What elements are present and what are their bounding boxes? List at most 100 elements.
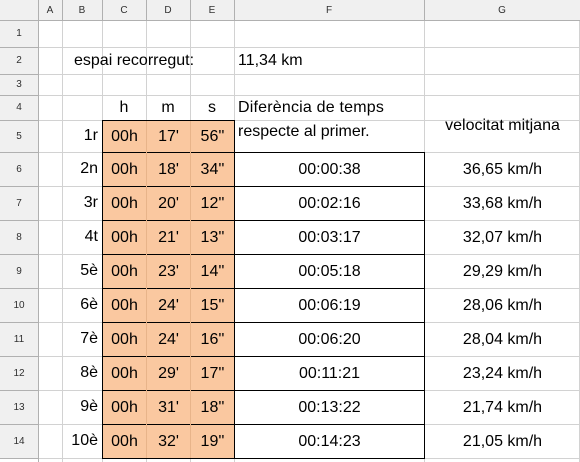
time-difference-cell[interactable]: 00:02:16 (298, 194, 361, 212)
average-speed-header[interactable]: velocitat mitjana (445, 117, 560, 134)
row-header-12[interactable]: 12 (0, 356, 38, 390)
hours-cell[interactable]: 00h (111, 432, 138, 450)
column-header-e[interactable]: E (190, 0, 234, 20)
minutes-cell[interactable]: 29' (158, 364, 179, 382)
seconds-cell[interactable]: 18'' (200, 398, 225, 416)
average-speed-cell[interactable]: 23,24 km/h (462, 364, 543, 382)
minutes-cell[interactable]: 32' (158, 432, 179, 450)
row-divider (0, 152, 38, 153)
seconds-cell[interactable]: 34'' (200, 160, 225, 178)
grid-line (102, 322, 235, 323)
hours-cell[interactable]: 00h (111, 398, 138, 416)
row-header-5[interactable]: 5 (0, 120, 38, 152)
column-divider (62, 0, 63, 20)
row-header-4[interactable]: 4 (0, 95, 38, 120)
column-header-c[interactable]: C (102, 0, 146, 20)
position-label[interactable]: 3r (83, 194, 98, 211)
time-difference-cell[interactable]: 00:06:20 (298, 330, 361, 348)
time-difference-cell[interactable]: 00:03:17 (298, 228, 361, 246)
minutes-cell[interactable]: 24' (158, 296, 179, 314)
hours-cell[interactable]: 00h (111, 262, 138, 280)
row-header-14[interactable]: 14 (0, 424, 38, 458)
distance-value[interactable]: 11,34 km (238, 52, 303, 69)
seconds-cell[interactable]: 16'' (200, 330, 225, 348)
grid-line (102, 152, 235, 153)
select-all-corner[interactable] (0, 0, 38, 20)
minutes-cell[interactable]: 31' (158, 398, 179, 416)
minutes-header[interactable]: m (161, 99, 175, 116)
row-header-7[interactable]: 7 (0, 186, 38, 220)
row-header-6[interactable]: 6 (0, 152, 38, 186)
position-label[interactable]: 4t (84, 228, 98, 245)
seconds-cell[interactable]: 56'' (200, 127, 225, 145)
row-header-8[interactable]: 8 (0, 220, 38, 254)
average-speed-cell[interactable]: 32,07 km/h (462, 228, 543, 246)
column-header-d[interactable]: D (146, 0, 190, 20)
row-header-10[interactable]: 10 (0, 288, 38, 322)
seconds-cell[interactable]: 12'' (200, 194, 225, 212)
column-header-a[interactable]: A (38, 0, 62, 20)
minutes-cell[interactable]: 24' (158, 330, 179, 348)
minutes-cell[interactable]: 18' (158, 160, 179, 178)
table-border (102, 120, 235, 121)
row-divider (0, 356, 38, 357)
row-header-13[interactable]: 13 (0, 390, 38, 424)
position-label[interactable]: 5è (80, 262, 98, 279)
row-header-9[interactable]: 9 (0, 254, 38, 288)
position-label[interactable]: 10è (71, 432, 98, 449)
seconds-cell[interactable]: 13'' (200, 228, 225, 246)
minutes-cell[interactable]: 20' (158, 194, 179, 212)
seconds-cell[interactable]: 17'' (200, 364, 225, 382)
position-label[interactable]: 1r (83, 127, 98, 144)
row-divider (0, 120, 38, 121)
grid-line (39, 74, 580, 75)
time-difference-cell[interactable]: 00:06:19 (298, 296, 361, 314)
average-speed-cell[interactable]: 36,65 km/h (462, 160, 543, 178)
column-divider (234, 0, 235, 20)
time-difference-cell[interactable]: 00:14:23 (298, 432, 361, 450)
table-border (234, 322, 425, 323)
row-header-1[interactable]: 1 (0, 20, 38, 47)
grid-line (102, 220, 235, 221)
hours-cell[interactable]: 00h (111, 127, 138, 145)
seconds-cell[interactable]: 15'' (200, 296, 225, 314)
column-header-f[interactable]: F (234, 0, 424, 20)
hours-cell[interactable]: 00h (111, 296, 138, 314)
time-difference-cell[interactable]: 00:11:21 (298, 364, 361, 382)
column-header-g[interactable]: G (424, 0, 580, 20)
time-difference-cell[interactable]: 00:13:22 (298, 398, 361, 416)
seconds-header[interactable]: s (208, 99, 216, 116)
seconds-cell[interactable]: 14'' (200, 262, 225, 280)
hours-cell[interactable]: 00h (111, 330, 138, 348)
time-difference-cell[interactable]: 00:00:38 (298, 160, 361, 178)
time-difference-cell[interactable]: 00:05:18 (298, 262, 361, 280)
seconds-cell[interactable]: 19'' (200, 432, 225, 450)
minutes-cell[interactable]: 17' (158, 127, 179, 145)
column-header-b[interactable]: B (62, 0, 102, 20)
position-label[interactable]: 9è (80, 398, 98, 415)
hours-cell[interactable]: 00h (111, 194, 138, 212)
average-speed-cell[interactable]: 28,04 km/h (462, 330, 543, 348)
average-speed-cell[interactable]: 28,06 km/h (462, 296, 543, 314)
average-speed-cell[interactable]: 33,68 km/h (462, 194, 543, 212)
hours-cell[interactable]: 00h (111, 160, 138, 178)
minutes-cell[interactable]: 21' (158, 228, 179, 246)
minutes-cell[interactable]: 23' (158, 262, 179, 280)
average-speed-cell[interactable]: 21,05 km/h (462, 432, 543, 450)
row-header-3[interactable]: 3 (0, 74, 38, 95)
position-label[interactable]: 8è (80, 364, 98, 381)
distance-label[interactable]: espai recorregut: (74, 52, 195, 69)
average-speed-cell[interactable]: 21,74 km/h (462, 398, 543, 416)
time-difference-header[interactable]: Diferència de temps respecte al primer. (238, 98, 424, 150)
column-header-border (0, 20, 580, 21)
hours-cell[interactable]: 00h (111, 228, 138, 246)
row-header-2[interactable]: 2 (0, 47, 38, 74)
hours-cell[interactable]: 00h (111, 364, 138, 382)
position-label[interactable]: 2n (80, 160, 98, 177)
average-speed-cell[interactable]: 29,29 km/h (462, 262, 543, 280)
position-label[interactable]: 7è (80, 330, 98, 347)
hours-header[interactable]: h (119, 99, 129, 116)
position-label[interactable]: 6è (80, 296, 98, 313)
row-header-11[interactable]: 11 (0, 322, 38, 356)
